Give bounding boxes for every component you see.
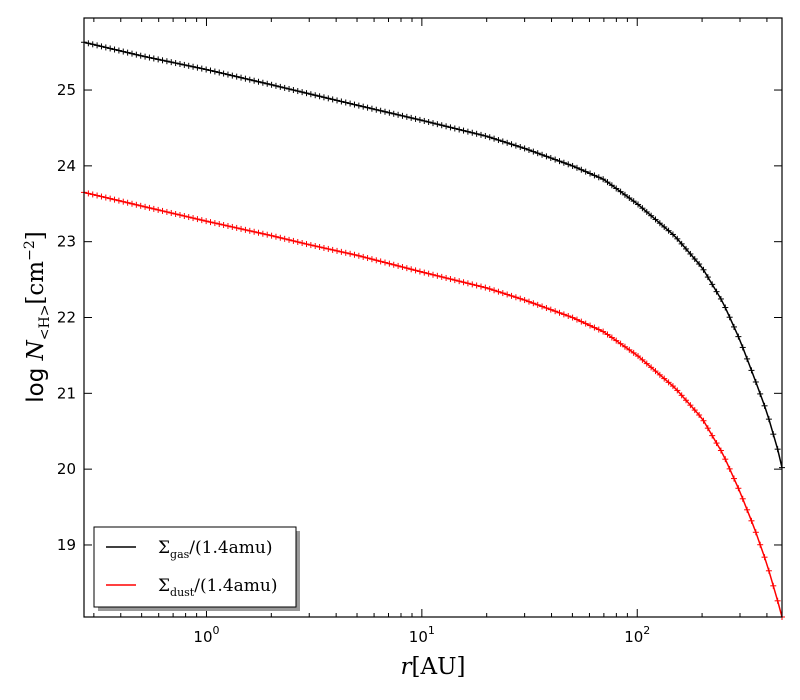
y-tick-label: 20 bbox=[57, 460, 76, 478]
legend-label-gas: Σgas/(1.4amu) bbox=[158, 538, 273, 561]
x-axis-label: r[AU] bbox=[401, 654, 466, 680]
y-axis-prefix: log bbox=[23, 360, 49, 402]
y-tick-label: 22 bbox=[57, 309, 76, 327]
series-line bbox=[83, 41, 783, 468]
y-axis-sub: <H> bbox=[37, 305, 53, 341]
y-tick-label: 21 bbox=[57, 384, 76, 402]
y-tick-label: 25 bbox=[57, 81, 76, 99]
x-tick-label: 102 bbox=[624, 624, 650, 646]
y-tick-label: 23 bbox=[57, 233, 76, 251]
x-tick-exp: 2 bbox=[643, 624, 650, 637]
legend: Σgas/(1.4amu)Σdust/(1.4amu) bbox=[93, 526, 300, 611]
y-tick-label: 24 bbox=[57, 157, 76, 175]
y-tick-label: 19 bbox=[57, 536, 76, 554]
legend-rest: /(1.4amu) bbox=[194, 576, 277, 596]
series-dust bbox=[81, 189, 785, 620]
series-layer bbox=[81, 39, 785, 620]
y-axis-close: ] bbox=[23, 231, 49, 240]
legend-rest: /(1.4amu) bbox=[189, 538, 272, 558]
y-axis-unit: [cm bbox=[23, 261, 49, 305]
legend-box bbox=[93, 526, 297, 608]
legend-sym: Σ bbox=[158, 538, 170, 558]
series-gas bbox=[81, 39, 785, 471]
x-tick-exp: 1 bbox=[428, 624, 435, 637]
y-axis-exp: −2 bbox=[22, 240, 38, 261]
x-tick-label: 100 bbox=[193, 624, 219, 646]
x-tick-base: 10 bbox=[409, 628, 428, 646]
legend-sym: Σ bbox=[158, 576, 170, 596]
plot-frame bbox=[83, 17, 783, 618]
legend-sub: gas bbox=[170, 548, 190, 561]
x-tick-label: 101 bbox=[409, 624, 435, 646]
x-tick-base: 10 bbox=[624, 628, 643, 646]
legend-label-dust: Σdust/(1.4amu) bbox=[158, 576, 277, 599]
y-axis-label: log N<H>[cm−2] bbox=[22, 231, 53, 402]
legend-sub: dust bbox=[170, 586, 195, 599]
x-tick-exp: 0 bbox=[213, 624, 220, 637]
x-tick-base: 10 bbox=[193, 628, 212, 646]
x-axis-unit: [AU] bbox=[412, 654, 466, 680]
y-axis-var: N bbox=[23, 339, 49, 361]
x-axis-var: r bbox=[401, 654, 414, 680]
